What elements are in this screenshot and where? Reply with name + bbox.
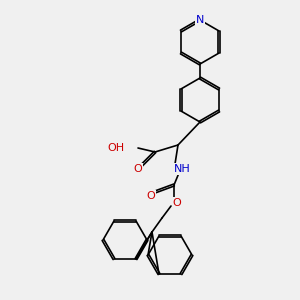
Text: N: N — [196, 15, 204, 25]
Text: OH: OH — [108, 143, 125, 153]
Text: O: O — [147, 191, 155, 201]
Text: O: O — [172, 198, 182, 208]
Text: NH: NH — [174, 164, 190, 174]
Text: O: O — [134, 164, 142, 174]
